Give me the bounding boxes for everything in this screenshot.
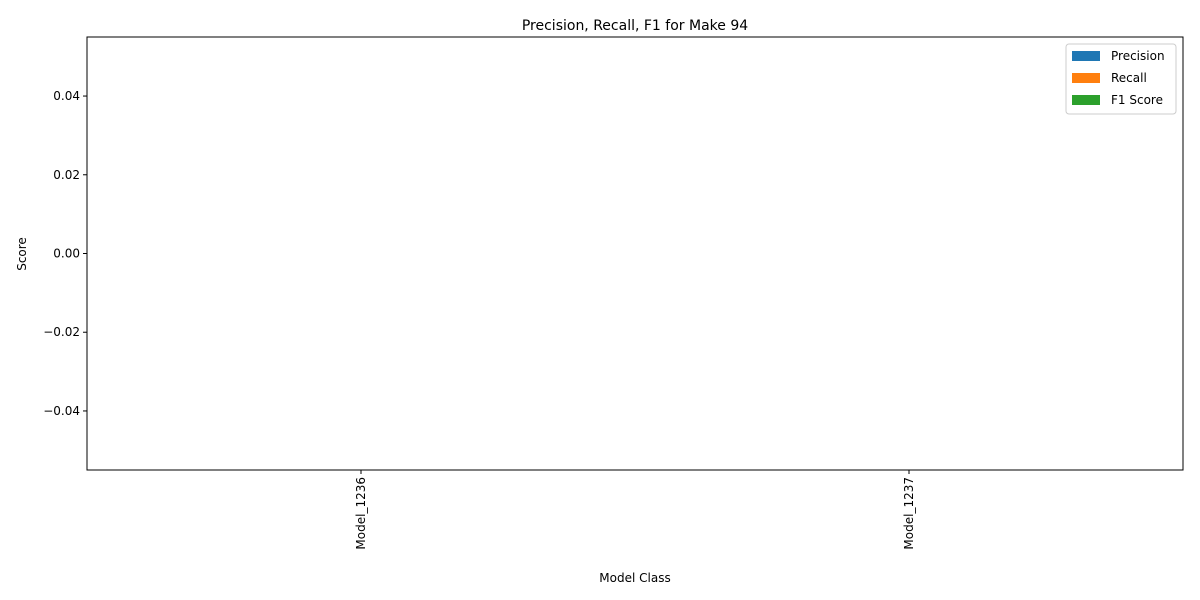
legend-label: Recall (1111, 71, 1147, 85)
legend-swatch (1072, 95, 1100, 105)
x-tick-label: Model_1237 (902, 477, 916, 550)
legend-label: F1 Score (1111, 93, 1163, 107)
y-tick-label: −0.04 (43, 404, 80, 418)
legend: Precision Recall F1 Score (1065, 43, 1177, 115)
x-axis: Model_1236 Model_1237 (354, 470, 916, 550)
y-tick-label: 0.00 (53, 247, 80, 261)
plot-frame (86, 36, 1184, 471)
x-axis-label: Model Class (599, 571, 670, 585)
y-axis: −0.04 −0.02 0.00 0.02 0.04 (43, 89, 87, 418)
y-tick-label: 0.04 (53, 89, 80, 103)
legend-label: Precision (1111, 49, 1165, 63)
legend-swatch (1072, 51, 1100, 61)
y-tick-label: −0.02 (43, 325, 80, 339)
x-tick-label: Model_1236 (354, 477, 368, 550)
chart-title: Precision, Recall, F1 for Make 94 (522, 18, 748, 34)
y-axis-label: Score (15, 237, 29, 271)
legend-swatch (1072, 73, 1100, 83)
y-tick-label: 0.02 (53, 168, 80, 182)
